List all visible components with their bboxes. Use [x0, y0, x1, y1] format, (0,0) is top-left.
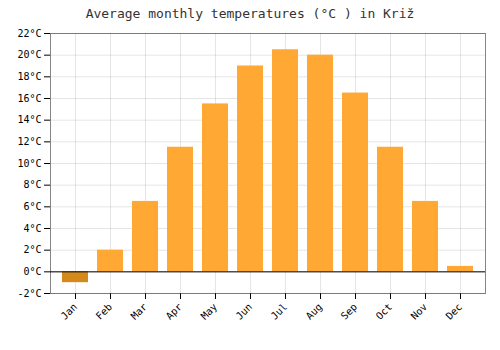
svg-text:Mar: Mar — [129, 301, 150, 322]
svg-text:2°C: 2°C — [23, 244, 41, 255]
svg-text:0°C: 0°C — [23, 266, 41, 277]
svg-text:Jan: Jan — [59, 301, 80, 322]
svg-text:10°C: 10°C — [17, 158, 41, 169]
svg-text:Aug: Aug — [304, 301, 325, 322]
svg-text:16°C: 16°C — [17, 93, 41, 104]
svg-text:12°C: 12°C — [17, 136, 41, 147]
svg-text:8°C: 8°C — [23, 179, 41, 190]
svg-text:14°C: 14°C — [17, 114, 41, 125]
svg-text:-2°C: -2°C — [17, 288, 41, 299]
svg-text:Jun: Jun — [234, 301, 255, 322]
svg-text:22°C: 22°C — [17, 28, 41, 39]
svg-text:May: May — [199, 301, 220, 322]
svg-text:4°C: 4°C — [23, 223, 41, 234]
svg-text:18°C: 18°C — [17, 71, 41, 82]
svg-text:Nov: Nov — [409, 301, 430, 322]
svg-text:Jul: Jul — [269, 301, 290, 322]
svg-text:Feb: Feb — [94, 301, 115, 322]
svg-text:Apr: Apr — [164, 301, 185, 322]
svg-text:Sep: Sep — [339, 301, 360, 322]
html-text:Average monthly temperatures (: Average monthly temperatures (°C ) in Kr… — [85, 6, 415, 21]
svg-text:Oct: Oct — [374, 301, 395, 322]
svg-text:20°C: 20°C — [17, 49, 41, 60]
svg-text:Dec: Dec — [444, 301, 465, 322]
svg-text:6°C: 6°C — [23, 201, 41, 212]
